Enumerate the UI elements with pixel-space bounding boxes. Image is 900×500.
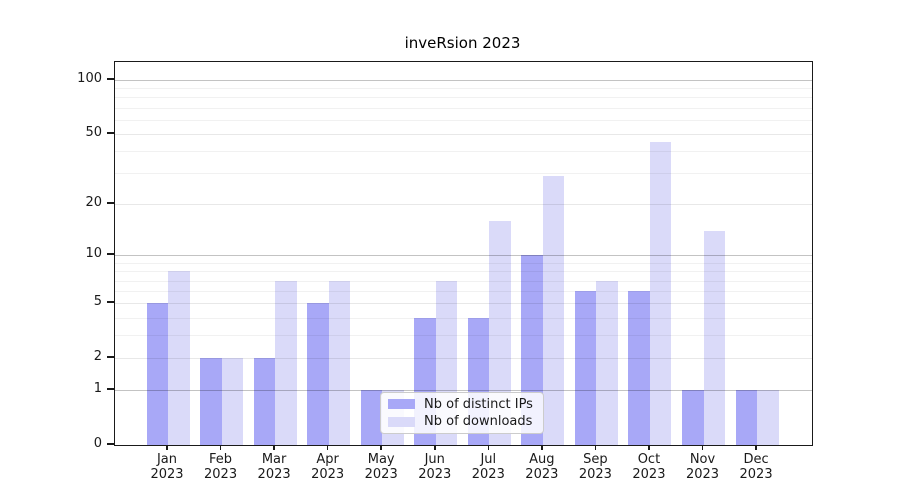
bar-ips-dec (735, 390, 758, 445)
bar-downloads-feb (221, 358, 244, 445)
bar-ips-sep (574, 291, 597, 445)
bar-downloads-nov (703, 230, 725, 445)
bar-downloads-jan (168, 271, 190, 445)
bar-ips-feb (200, 358, 222, 445)
x-tick-label-jun: Jun 2023 (418, 452, 452, 482)
bar-ips-nov (682, 390, 704, 445)
gridline-40 (115, 151, 812, 153)
bar-ips-apr (307, 303, 329, 445)
x-tick-jun (434, 445, 436, 450)
gridline-7 (115, 280, 812, 282)
x-tick-jul (487, 445, 490, 450)
legend-label-downloads: Nb of downloads (424, 414, 533, 430)
legend-item-distinct-ips: Nb of distinct IPs (381, 397, 543, 412)
gridline-70 (115, 107, 812, 109)
bar-downloads-oct (649, 142, 672, 445)
bar-downloads-jul (489, 220, 511, 445)
x-tick-label-dec: Dec 2023 (739, 452, 773, 482)
x-tick-label-jan: Jan 2023 (150, 452, 184, 482)
gridline-2 (115, 358, 812, 360)
gridline-9 (115, 262, 812, 264)
y-tick-5 (107, 301, 114, 304)
bar-ips-oct (628, 291, 650, 445)
gridline-30 (115, 173, 812, 175)
gridline-8 (115, 271, 812, 273)
gridline-10 (115, 255, 812, 257)
bar-ips-mar (253, 358, 276, 445)
y-tick-10 (107, 253, 114, 256)
x-tick-label-sep: Sep 2023 (578, 452, 612, 482)
x-tick-label-may: May 2023 (364, 452, 398, 482)
y-tick-label-20: 20 (85, 195, 102, 211)
x-tick-jan (166, 445, 168, 450)
x-tick-dec (755, 445, 757, 450)
gridline-50 (115, 134, 812, 136)
gridline-4 (115, 317, 812, 319)
bar-downloads-sep (596, 280, 618, 445)
x-tick-apr (326, 445, 329, 450)
bar-downloads-apr (328, 280, 351, 445)
legend-swatch-downloads (388, 416, 415, 427)
x-tick-label-mar: Mar 2023 (257, 452, 291, 482)
y-tick-20 (107, 202, 114, 205)
gridline-5 (115, 303, 812, 305)
bar-downloads-mar (275, 280, 297, 445)
x-tick-label-nov: Nov 2023 (685, 452, 720, 482)
bar-downloads-dec (757, 390, 779, 445)
bar-ips-jan (146, 303, 168, 445)
chart-title: inveRsion 2023 (404, 34, 521, 52)
x-tick-mar (273, 445, 275, 450)
y-tick-label-0: 0 (93, 436, 102, 451)
x-tick-aug (541, 445, 543, 450)
plot-area (114, 61, 813, 446)
y-tick-0 (107, 443, 114, 445)
y-tick-label-50: 50 (85, 125, 102, 141)
y-tick-label-1: 1 (93, 381, 102, 397)
y-tick-label-10: 10 (85, 246, 102, 262)
x-tick-label-jul: Jul 2023 (471, 452, 505, 482)
y-tick-2 (107, 356, 114, 359)
y-tick-100 (107, 78, 114, 80)
gridline-20 (115, 204, 812, 206)
legend: Nb of distinct IPs Nb of downloads (380, 392, 544, 434)
gridline-100 (115, 80, 812, 81)
legend-label-distinct-ips: Nb of distinct IPs (424, 396, 533, 412)
x-tick-label-feb: Feb 2023 (204, 452, 238, 482)
gridline-6 (115, 291, 812, 293)
x-tick-sep (594, 445, 597, 450)
y-tick-50 (107, 132, 114, 135)
x-tick-nov (701, 445, 704, 450)
x-tick-oct (648, 445, 650, 450)
gridline-90 (115, 88, 812, 90)
x-tick-feb (219, 445, 222, 450)
gridline-1 (115, 390, 812, 392)
x-tick-label-aug: Aug 2023 (525, 452, 559, 482)
legend-swatch-distinct-ips (388, 399, 415, 410)
gridline-60 (115, 119, 812, 121)
y-tick-label-5: 5 (93, 294, 102, 310)
bar-ips-may (360, 390, 383, 445)
y-tick-label-2: 2 (93, 349, 102, 365)
x-tick-may (380, 445, 382, 450)
x-tick-label-oct: Oct 2023 (632, 452, 666, 482)
bar-downloads-aug (542, 176, 565, 445)
gridline-3 (115, 335, 812, 337)
gridline-80 (115, 97, 812, 99)
y-tick-1 (107, 388, 114, 391)
legend-item-downloads: Nb of downloads (381, 414, 543, 429)
x-tick-label-apr: Apr 2023 (311, 452, 345, 482)
y-tick-label-100: 100 (77, 71, 102, 86)
